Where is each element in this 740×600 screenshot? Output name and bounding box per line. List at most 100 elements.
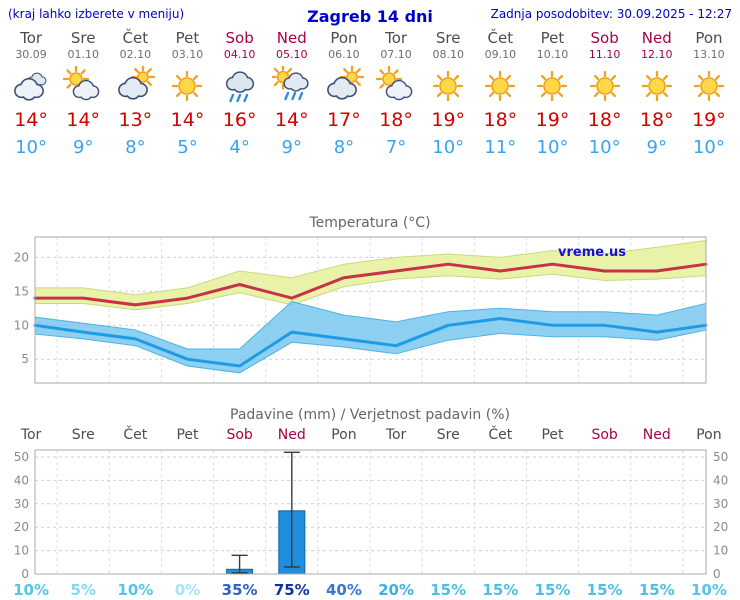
svg-text:0: 0 <box>21 567 29 580</box>
day-date: 30.09 <box>15 48 47 61</box>
day-name: Ned <box>276 29 307 47</box>
day-name: Pet <box>175 29 200 47</box>
header-bar: (kraj lahko izberete v meniju) Zagreb 14… <box>0 0 740 30</box>
day-column[interactable]: Sob 11.10 18° 10° <box>579 30 631 160</box>
svg-text:20: 20 <box>713 520 728 534</box>
precip-day-label: Čet <box>123 427 148 443</box>
day-column[interactable]: Tor 07.10 18° 7° <box>370 30 422 160</box>
day-column[interactable]: Pet 03.10 14° 5° <box>161 30 213 160</box>
temp-high: 13° <box>118 109 153 131</box>
precip-day-label: Čet <box>488 427 513 443</box>
precip-day-label: Pon <box>696 427 722 443</box>
svg-text:40: 40 <box>713 473 728 487</box>
day-date: 13.10 <box>693 48 725 61</box>
weather-icon-sunny <box>637 61 677 107</box>
precip-day-label: Tor <box>385 427 407 443</box>
temp-high: 14° <box>274 109 309 131</box>
precip-probability: 15% <box>430 581 467 599</box>
day-column[interactable]: Ned 12.10 18° 9° <box>631 30 683 160</box>
svg-text:50: 50 <box>713 450 728 464</box>
temp-high: 19° <box>692 109 726 131</box>
temp-high: 14° <box>170 109 205 131</box>
temp-chart: 5 10 15 20 vreme.us <box>14 236 708 384</box>
day-date: 02.10 <box>119 48 152 61</box>
day-name: Čet <box>487 29 514 47</box>
temp-low: 9° <box>281 137 302 158</box>
precip-probability: 5% <box>70 581 96 599</box>
temp-high: 14° <box>66 109 101 131</box>
svg-text:10: 10 <box>14 318 29 332</box>
precip-probability: 0% <box>174 581 201 599</box>
day-date: 11.10 <box>588 48 621 61</box>
precip-day-label: Sob <box>591 427 618 443</box>
svg-text:20: 20 <box>14 250 29 264</box>
precip-probability: 20% <box>378 581 415 599</box>
precip-probability: 10% <box>690 581 727 599</box>
precip-probability: 10% <box>13 581 50 599</box>
temp-low: 5° <box>177 137 198 158</box>
day-name: Pon <box>695 29 723 47</box>
day-date: 01.10 <box>67 48 99 61</box>
precip-probability: 40% <box>325 581 362 599</box>
day-column[interactable]: Pet 10.10 19° 10° <box>526 30 578 160</box>
day-name: Pet <box>540 29 565 47</box>
weather-icon-partly-cloudy <box>63 61 103 107</box>
precip-day-label: Pon <box>331 427 357 443</box>
day-name: Pon <box>330 29 358 47</box>
day-column[interactable]: Ned 05.10 14° 9° <box>266 30 318 160</box>
page-title: Zagreb 14 dni <box>307 7 433 26</box>
last-updated: Zadnja posodobitev: 30.09.2025 - 12:27 <box>490 7 732 21</box>
weather-icon-sun-rain <box>271 61 312 107</box>
day-name: Sob <box>225 29 254 47</box>
weather-icon-mostly-cloudy <box>115 61 156 107</box>
location-menu-note[interactable]: (kraj lahko izberete v meniju) <box>8 7 185 21</box>
temp-low: 11° <box>484 137 517 158</box>
svg-text:0: 0 <box>713 567 721 580</box>
temp-chart-title: Temperatura (°C) <box>309 215 431 231</box>
day-date: 03.10 <box>171 48 204 61</box>
day-column[interactable]: Čet 09.10 18° 11° <box>474 30 526 160</box>
precip-day-label: Ned <box>277 427 306 443</box>
weather-icon-sunny <box>428 61 468 107</box>
precip-probability: 75% <box>273 581 310 599</box>
day-column[interactable]: Tor 30.09 14° 10° <box>5 30 57 160</box>
temp-low: 10° <box>588 137 621 158</box>
svg-text:40: 40 <box>14 473 29 487</box>
temp-high: 19° <box>431 109 466 131</box>
precip-day-row: Tor Sre Čet Pet Sob Ned Pon Tor Sre Čet Pet Sob Ned P… <box>0 424 740 446</box>
temp-high: 14° <box>14 109 48 131</box>
day-name: Sob <box>590 29 619 47</box>
temp-low: 10° <box>536 137 569 158</box>
day-name: Tor <box>385 29 408 47</box>
day-name: Čet <box>122 29 149 47</box>
temp-high: 19° <box>535 109 570 131</box>
day-column[interactable]: Pon 06.10 17° 8° <box>318 30 370 160</box>
svg-text:15: 15 <box>14 284 29 298</box>
days-grid: Tor 30.09 14° 10° Sre 01.10 14° 9° Čet 02.10 13° 8°… <box>0 30 740 160</box>
weather-icon-sunny <box>480 61 520 107</box>
svg-text:10: 10 <box>713 544 728 558</box>
temp-low: 8° <box>333 137 355 158</box>
day-column[interactable]: Sre 01.10 14° 9° <box>57 30 109 160</box>
svg-text:30: 30 <box>713 497 728 511</box>
temp-low: 4° <box>229 137 250 158</box>
precip-day-label: Sre <box>71 427 95 443</box>
day-column[interactable]: Sre 08.10 19° 10° <box>422 30 474 160</box>
day-column[interactable]: Sob 04.10 16° 4° <box>214 30 266 160</box>
day-column[interactable]: Pon 13.10 19° 10° <box>683 30 735 160</box>
weather-icon-cloudy <box>11 61 51 107</box>
day-column[interactable]: Čet 02.10 13° 8° <box>109 30 161 160</box>
precip-probability: 15% <box>638 581 675 599</box>
svg-text:10: 10 <box>14 544 29 558</box>
precip-probability: 15% <box>586 581 623 599</box>
precip-chart: 0 0 10 10 20 20 30 30 40 40 50 50 <box>14 449 728 580</box>
watermark: vreme.us <box>558 245 626 260</box>
weather-icon-mostly-cloudy <box>324 61 364 107</box>
svg-text:20: 20 <box>14 520 29 534</box>
precip-day-label: Ned <box>642 427 671 443</box>
precip-probability: 10% <box>117 581 154 599</box>
day-date: 05.10 <box>276 48 308 61</box>
precip-probability: 15% <box>534 581 571 599</box>
temp-high: 18° <box>639 109 674 131</box>
